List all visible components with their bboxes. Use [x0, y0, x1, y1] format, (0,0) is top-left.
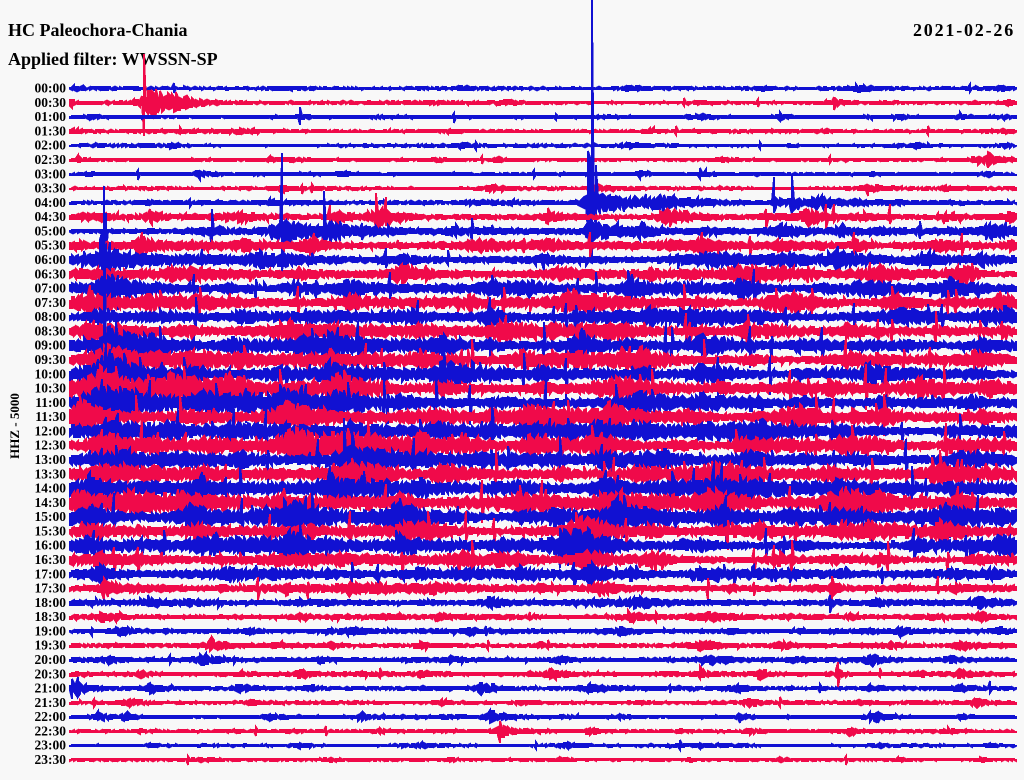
svg-text:01:00: 01:00 — [35, 109, 67, 124]
svg-text:15:30: 15:30 — [35, 523, 67, 538]
svg-text:04:00: 04:00 — [35, 195, 67, 210]
svg-text:05:30: 05:30 — [35, 238, 67, 253]
svg-text:07:30: 07:30 — [35, 295, 67, 310]
svg-text:20:30: 20:30 — [35, 666, 67, 681]
svg-text:14:30: 14:30 — [35, 495, 67, 510]
svg-text:03:30: 03:30 — [35, 181, 67, 196]
svg-text:Applied filter: WWSSN-SP: Applied filter: WWSSN-SP — [8, 49, 218, 69]
svg-text:06:30: 06:30 — [35, 266, 67, 281]
svg-text:04:30: 04:30 — [35, 209, 67, 224]
svg-text:21:30: 21:30 — [35, 695, 67, 710]
svg-text:13:30: 13:30 — [35, 466, 67, 481]
svg-text:HHZ - 5000: HHZ - 5000 — [7, 393, 22, 459]
svg-text:20:00: 20:00 — [35, 652, 67, 667]
svg-text:05:00: 05:00 — [35, 223, 67, 238]
svg-text:02:30: 02:30 — [35, 152, 67, 167]
svg-text:10:00: 10:00 — [35, 366, 67, 381]
svg-text:10:30: 10:30 — [35, 381, 67, 396]
svg-text:02:00: 02:00 — [35, 138, 67, 153]
svg-text:09:00: 09:00 — [35, 338, 67, 353]
svg-text:16:30: 16:30 — [35, 552, 67, 567]
svg-text:13:00: 13:00 — [35, 452, 67, 467]
svg-text:15:00: 15:00 — [35, 509, 67, 524]
svg-text:18:00: 18:00 — [35, 595, 67, 610]
svg-text:22:00: 22:00 — [35, 709, 67, 724]
svg-text:00:30: 00:30 — [35, 95, 67, 110]
svg-text:07:00: 07:00 — [35, 281, 67, 296]
svg-text:21:00: 21:00 — [35, 681, 67, 696]
svg-text:06:00: 06:00 — [35, 252, 67, 267]
svg-text:19:00: 19:00 — [35, 623, 67, 638]
svg-text:22:30: 22:30 — [35, 723, 67, 738]
svg-text:03:00: 03:00 — [35, 166, 67, 181]
svg-text:HC Paleochora-Chania: HC Paleochora-Chania — [8, 20, 188, 40]
svg-text:11:00: 11:00 — [35, 395, 66, 410]
svg-text:09:30: 09:30 — [35, 352, 67, 367]
svg-text:08:00: 08:00 — [35, 309, 67, 324]
svg-text:23:30: 23:30 — [35, 752, 67, 767]
svg-text:01:30: 01:30 — [35, 124, 67, 139]
svg-text:08:30: 08:30 — [35, 323, 67, 338]
svg-text:14:00: 14:00 — [35, 481, 67, 496]
svg-text:16:00: 16:00 — [35, 538, 67, 553]
svg-text:18:30: 18:30 — [35, 609, 67, 624]
svg-text:19:30: 19:30 — [35, 638, 67, 653]
svg-text:23:00: 23:00 — [35, 738, 67, 753]
svg-text:11:30: 11:30 — [35, 409, 66, 424]
svg-text:17:30: 17:30 — [35, 581, 67, 596]
svg-text:2021-02-26: 2021-02-26 — [913, 20, 1015, 40]
svg-text:00:00: 00:00 — [35, 81, 67, 96]
svg-text:12:30: 12:30 — [35, 438, 67, 453]
svg-text:17:00: 17:00 — [35, 566, 67, 581]
svg-text:12:00: 12:00 — [35, 423, 67, 438]
